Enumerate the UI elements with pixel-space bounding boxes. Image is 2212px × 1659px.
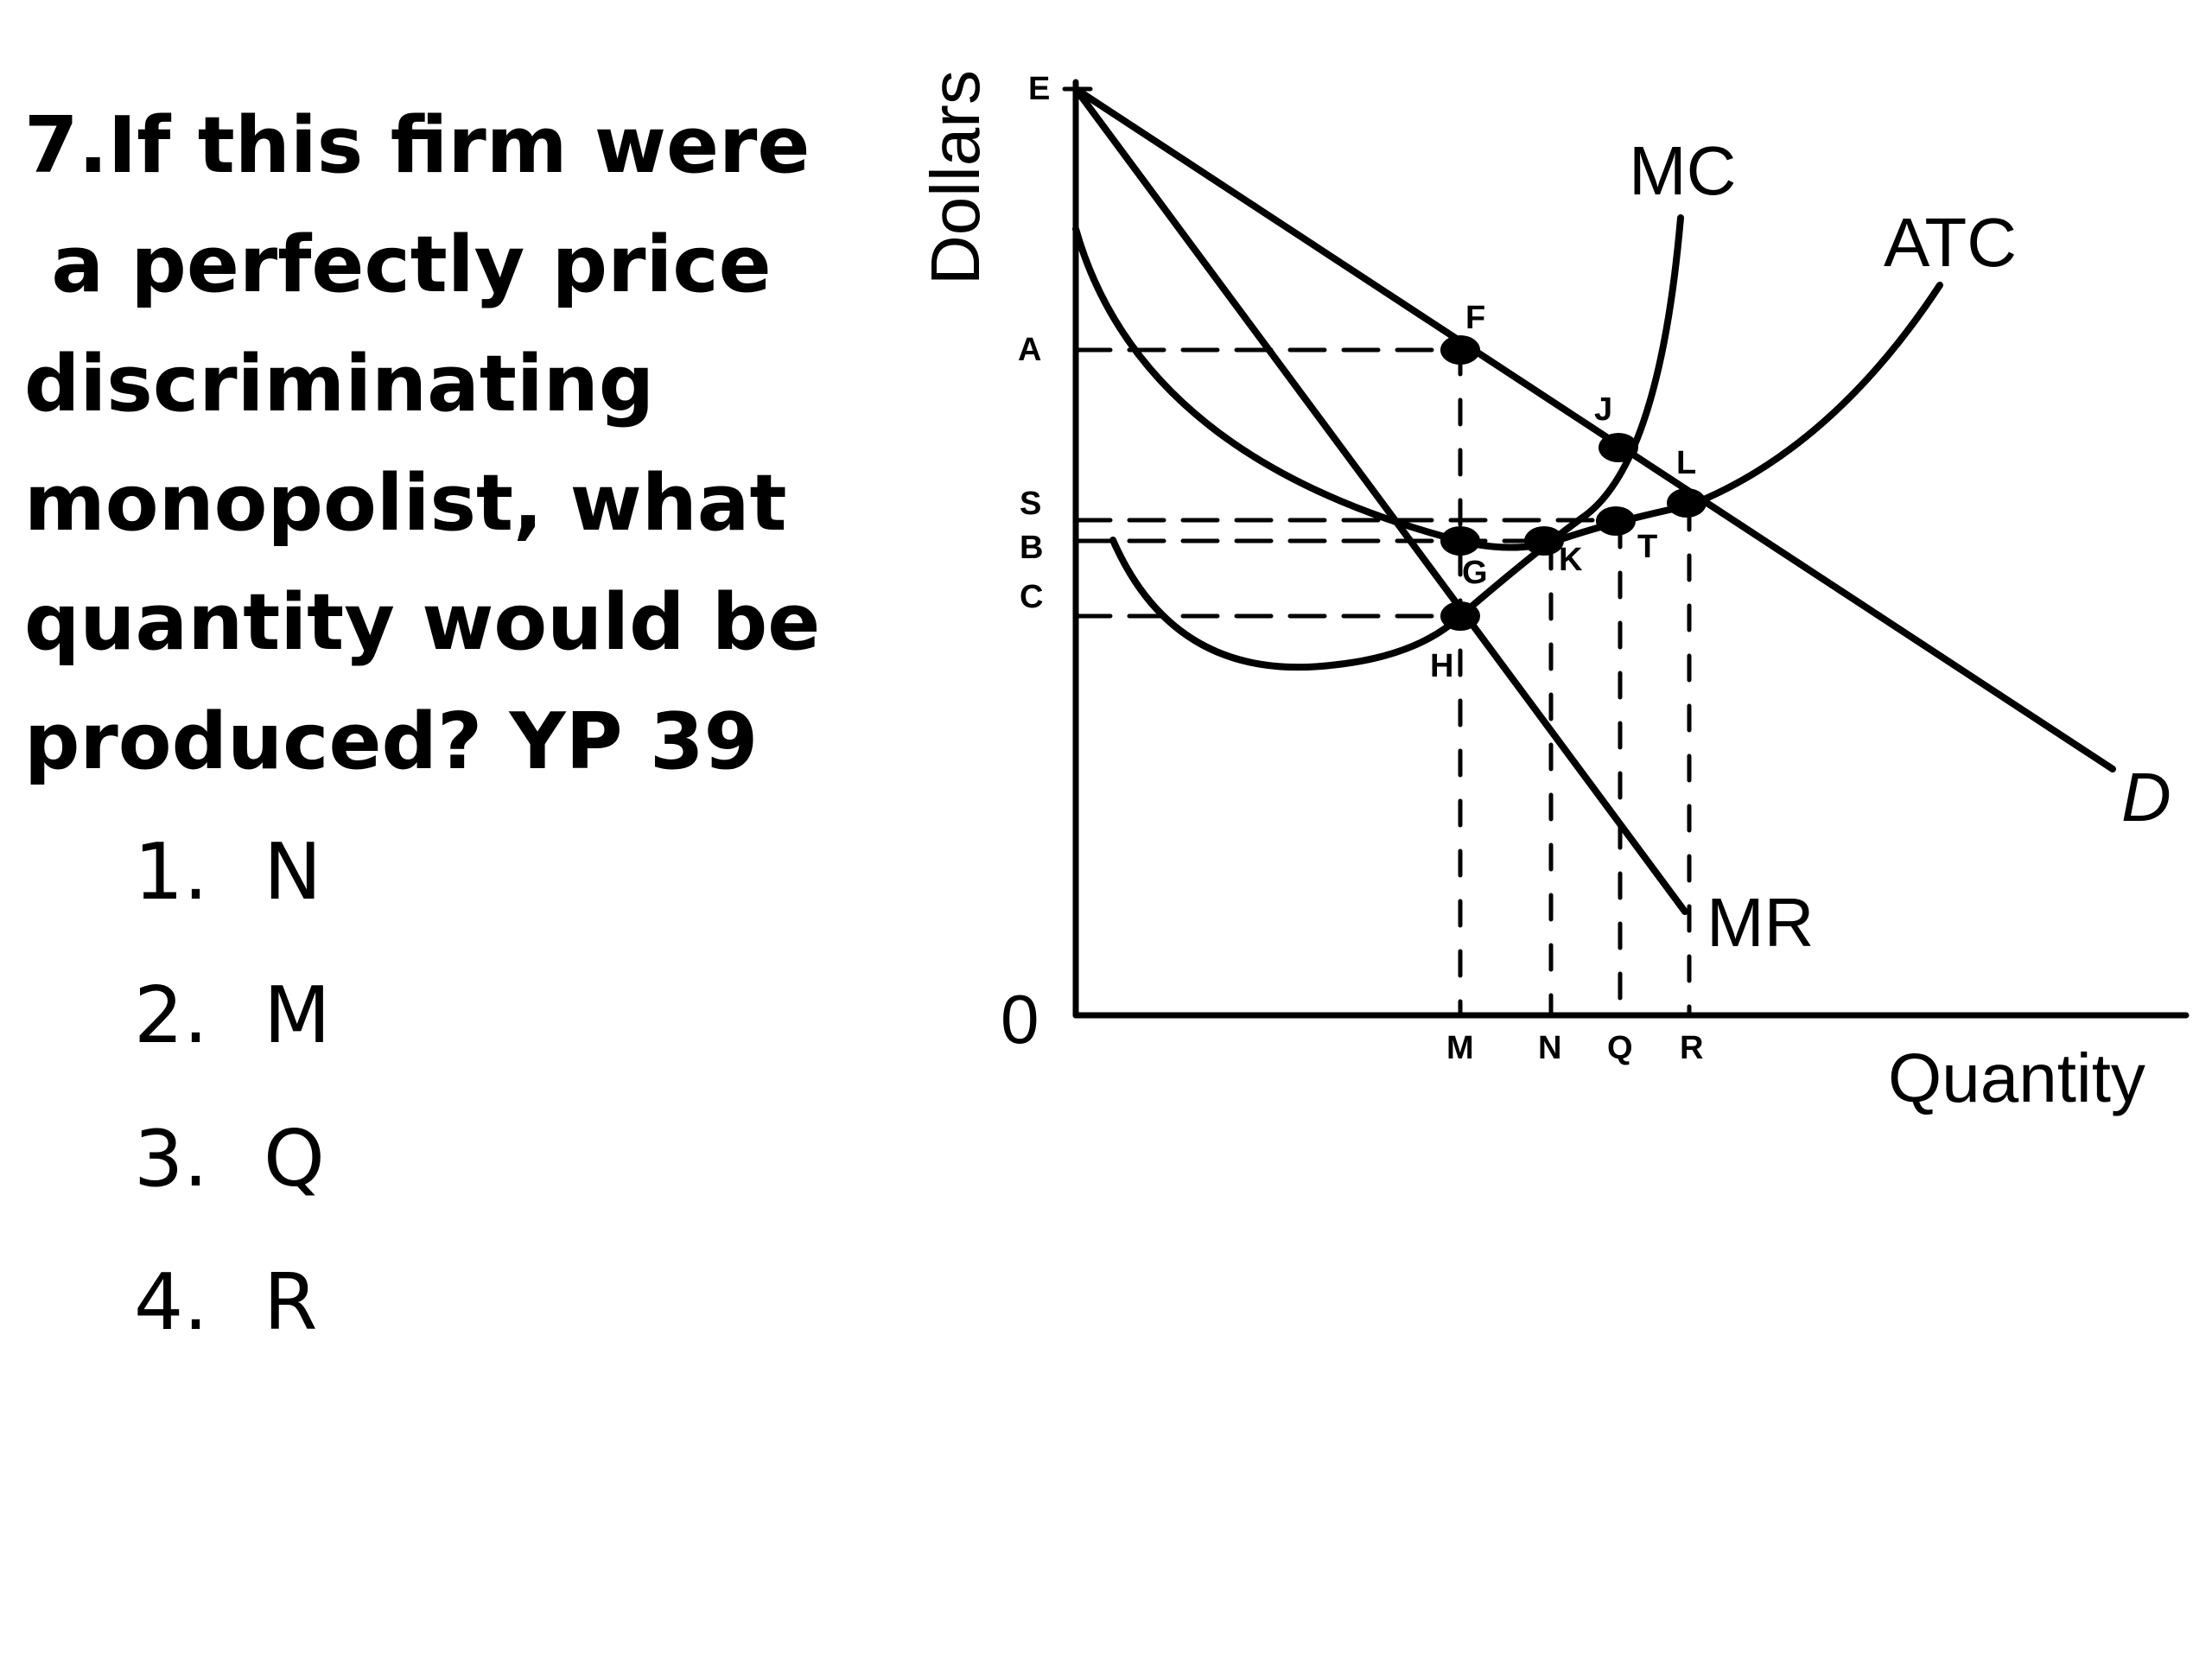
origin-label: 0 <box>1001 981 1039 1058</box>
question-line: discriminating <box>24 339 655 429</box>
price-label-b: B <box>1020 530 1043 566</box>
demand-curve <box>1072 86 2116 772</box>
option-number: 2. <box>134 970 208 1061</box>
option-label: Q <box>264 1114 325 1205</box>
vertical-guides <box>1458 347 1692 1018</box>
answer-options: 1. N 2. M 3. Q 4. R <box>134 821 331 1395</box>
intersection-points <box>1440 335 1707 631</box>
curve-label-atc: ATC <box>1884 204 2017 281</box>
point-j <box>1599 433 1638 462</box>
answer-option[interactable]: 1. N <box>134 821 331 964</box>
option-number: 3. <box>134 1114 208 1205</box>
qty-label-q: Q <box>1607 1030 1633 1066</box>
question-text: 7.If this firm were a perfectly price dis… <box>24 86 888 802</box>
curve-label-d: D <box>2121 759 2171 836</box>
question-line: monopolist, what <box>24 458 787 549</box>
point-label-l: L <box>1676 445 1696 481</box>
curve-label-mc: MC <box>1629 132 1736 209</box>
option-label: N <box>264 827 322 918</box>
point-h <box>1440 601 1480 631</box>
marginal-revenue-curve <box>1072 86 1688 915</box>
price-label-a: A <box>1018 332 1041 368</box>
answer-option[interactable]: 2. M <box>134 964 331 1108</box>
qty-label-n: N <box>1538 1030 1561 1066</box>
x-axis-title: Quantity <box>1888 1039 2145 1116</box>
option-number: 4. <box>134 1257 208 1348</box>
question-line: quantity would be <box>24 577 821 668</box>
point-label-h: H <box>1430 648 1453 684</box>
point-label-k: K <box>1559 542 1583 578</box>
point-l <box>1667 488 1707 518</box>
point-label-j: J <box>1594 391 1612 428</box>
point-label-f: F <box>1465 300 1485 336</box>
price-label-e: E <box>1028 71 1050 107</box>
curve-label-mr: MR <box>1707 884 1814 961</box>
y-axis-title: Dollars <box>917 70 994 285</box>
option-label: R <box>264 1257 318 1348</box>
point-k <box>1524 526 1564 556</box>
qty-label-r: R <box>1680 1030 1703 1066</box>
option-label: M <box>264 970 331 1061</box>
average-cost-left-curve <box>1072 226 1464 544</box>
atc-curve <box>1457 282 1943 551</box>
answer-option[interactable]: 3. Q <box>134 1108 331 1251</box>
option-number: 1. <box>134 827 208 918</box>
point-t <box>1596 506 1636 536</box>
point-f <box>1440 335 1480 365</box>
question-line: a perfectly price <box>24 219 772 310</box>
qty-label-m: M <box>1446 1030 1474 1066</box>
point-label-g: G <box>1462 555 1488 591</box>
price-label-s: S <box>1020 486 1041 522</box>
answer-option[interactable]: 4. R <box>134 1251 331 1395</box>
question-line: 7.If this firm were <box>24 100 810 191</box>
price-label-c: C <box>1020 579 1043 615</box>
point-label-t: T <box>1637 529 1657 565</box>
mc-curve <box>1109 214 1684 671</box>
point-g <box>1440 526 1480 556</box>
question-line: produced? YP 39 <box>24 696 759 787</box>
